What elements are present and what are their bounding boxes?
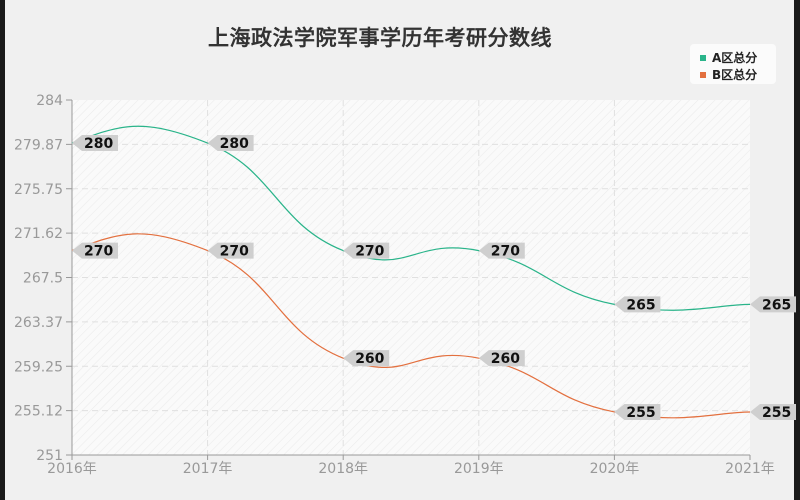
legend-label-b: B区总分 — [712, 68, 758, 82]
data-label: 280 — [72, 135, 118, 152]
x-tick-label: 2016年 — [47, 461, 97, 477]
data-label: 270 — [343, 242, 390, 260]
svg-text:255: 255 — [762, 405, 791, 421]
legend-item-a[interactable]: A区总分 — [700, 49, 757, 66]
svg-text:265: 265 — [626, 297, 655, 313]
svg-text:270: 270 — [491, 244, 520, 260]
x-tick-label: 2017年 — [183, 461, 233, 477]
y-tick-label: 255.12 — [14, 404, 63, 420]
data-label: 260 — [478, 350, 525, 367]
y-tick-label: 271.62 — [14, 226, 63, 242]
y-tick-label: 263.37 — [14, 315, 63, 331]
axes: 284 279.87 275.75 271.62 267.5 263.37 259.25 25… — [14, 93, 775, 477]
data-label: 265 — [750, 296, 796, 313]
svg-text:260: 260 — [355, 351, 384, 367]
data-label: 265 — [614, 296, 661, 313]
svg-text:260: 260 — [491, 351, 520, 367]
data-label: 260 — [343, 350, 390, 367]
svg-text:265: 265 — [762, 297, 791, 313]
x-tick-label: 2018年 — [318, 461, 368, 477]
data-labels: 280 280 270 270 265 265 270 270 260 260 255 255 — [72, 135, 796, 421]
svg-text:280: 280 — [220, 136, 249, 152]
y-tick-label: 267.5 — [23, 271, 63, 287]
y-tick-label: 284 — [36, 93, 63, 109]
svg-text:280: 280 — [84, 136, 113, 152]
y-tick-label: 251 — [36, 448, 63, 464]
window-frame-right — [794, 0, 800, 500]
window-frame-left — [0, 0, 5, 500]
legend-swatch-b-icon — [700, 71, 706, 78]
legend: A区总分 B区总分 — [690, 44, 776, 84]
y-tick-label: 279.87 — [14, 137, 63, 153]
data-label: 280 — [207, 135, 254, 152]
legend-item-b[interactable]: B区总分 — [700, 66, 757, 83]
svg-text:270: 270 — [220, 244, 249, 260]
y-tick-label: 275.75 — [14, 182, 63, 198]
svg-text:270: 270 — [355, 244, 384, 260]
data-label: 255 — [614, 403, 661, 421]
y-tick-label: 259.25 — [14, 359, 63, 375]
data-label: 270 — [207, 242, 254, 260]
x-tick-label: 2020年 — [590, 461, 640, 477]
data-label: 255 — [750, 403, 796, 421]
x-tick-label: 2019年 — [454, 461, 504, 477]
chart-title: 上海政法学院军事学历年考研分数线 — [208, 26, 552, 50]
data-label: 270 — [72, 242, 118, 260]
legend-swatch-a-icon — [700, 54, 706, 61]
svg-text:255: 255 — [626, 405, 655, 421]
svg-text:270: 270 — [84, 244, 113, 260]
x-tick-label: 2021年 — [725, 461, 775, 477]
data-label: 270 — [478, 242, 525, 260]
legend-label-a: A区总分 — [712, 51, 758, 65]
